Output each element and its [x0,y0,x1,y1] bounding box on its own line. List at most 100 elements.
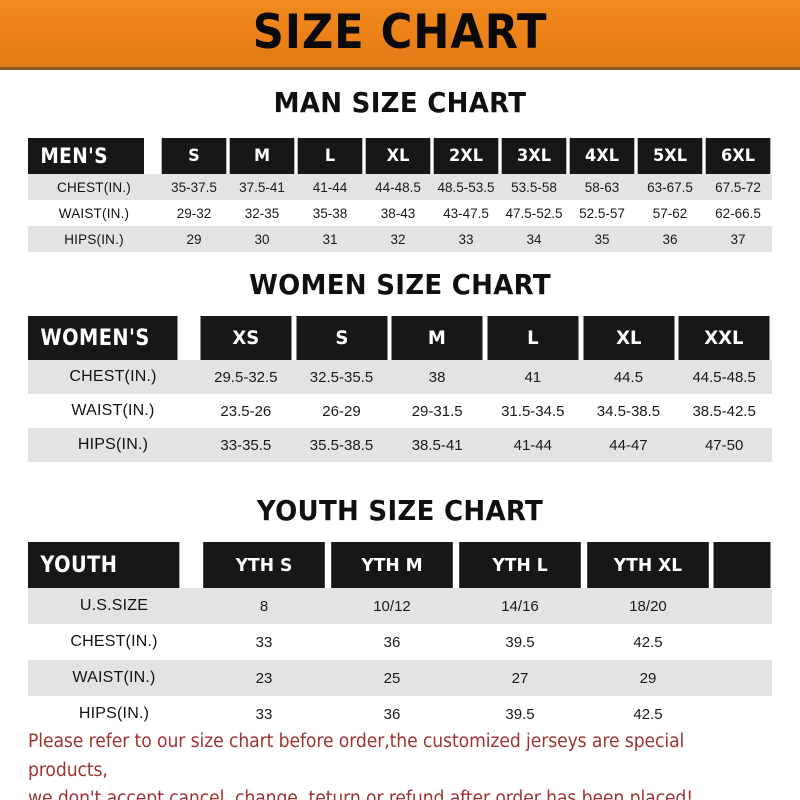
cell-chest-yth-s: 33 [200,624,328,660]
row-label-us-size: U.S.SIZE [28,588,200,624]
table-row: HIPS(IN.) 29 30 31 32 33 34 35 36 37 [28,226,772,252]
row-label-hips: HIPS(IN.) [28,226,160,252]
cell-waist-xl: 34.5-38.5 [580,394,677,428]
cell-hips-l: 31 [296,226,364,252]
table-row: CHEST(IN.) 33 36 39.5 42.5 [28,624,772,660]
table-header-row: MEN'S S M L XL 2XL 3XL 4XL 5XL 6XL [28,138,772,174]
table-row: CHEST(IN.) 29.5-32.5 32.5-35.5 38 41 44.… [28,360,772,394]
cell-waist-yth-xl: 29 [584,660,712,696]
cell-us-size-yth-l: 14/16 [456,588,584,624]
header-size-l: L [297,138,363,174]
cell-spacer [712,696,772,732]
row-label-waist: WAIST(IN.) [28,660,200,696]
header-size-yth-m: YTH M [331,542,453,588]
cell-waist-yth-l: 27 [456,660,584,696]
header-size-yth-l: YTH L [459,542,581,588]
footer-disclaimer: Please refer to our size chart before or… [28,728,727,800]
header-size-s: S [161,138,227,174]
table-row: WAIST(IN.) 23.5-26 26-29 29-31.5 31.5-34… [28,394,772,428]
cell-chest-m: 37.5-41 [228,174,296,200]
cell-hips-yth-xl: 42.5 [584,696,712,732]
header-size-4xl: 4XL [569,138,635,174]
cell-hips-xl: 44-47 [580,428,677,462]
cell-hips-l: 41-44 [484,428,581,462]
table-row: WAIST(IN.) 23 25 27 29 [28,660,772,696]
header-size-2xl: 2XL [433,138,499,174]
cell-hips-m: 30 [228,226,296,252]
cell-chest-xl: 44.5 [580,360,677,394]
youth-size-table: YOUTH YTH S YTH M YTH L YTH XL U.S.SIZE … [28,542,772,732]
cell-hips-xl: 32 [364,226,432,252]
cell-hips-yth-m: 36 [328,696,456,732]
cell-us-size-yth-s: 8 [200,588,328,624]
cell-chest-2xl: 48.5-53.5 [432,174,500,200]
cell-waist-xs: 23.5-26 [198,394,294,428]
cell-waist-2xl: 43-47.5 [432,200,500,226]
cell-spacer [712,588,772,624]
table-header-row: WOMEN'S XS S M L XL XXL [28,316,772,360]
cell-waist-3xl: 47.5-52.5 [500,200,568,226]
cell-chest-s: 32.5-35.5 [293,360,390,394]
cell-chest-xxl: 44.5-48.5 [676,360,772,394]
row-label-waist: WAIST(IN.) [28,200,160,226]
cell-chest-4xl: 58-63 [568,174,636,200]
cell-us-size-yth-xl: 18/20 [584,588,712,624]
header-size-xxl: XXL [678,316,770,360]
cell-hips-yth-s: 33 [200,696,328,732]
cell-waist-4xl: 52.5-57 [568,200,636,226]
header-size-s: S [296,316,387,360]
cell-chest-m: 38 [389,360,485,394]
header-corner-label: WOMEN'S [28,316,178,360]
row-label-hips: HIPS(IN.) [28,428,198,462]
header-size-xl: XL [583,316,674,360]
cell-chest-5xl: 63-67.5 [636,174,704,200]
table-row: HIPS(IN.) 33-35.5 35.5-38.5 38.5-41 41-4… [28,428,772,462]
youth-section-title: YOUTH SIZE CHART [256,494,544,527]
cell-spacer [712,660,772,696]
cell-waist-l: 35-38 [296,200,364,226]
header-spacer [713,542,771,588]
cell-hips-s: 35.5-38.5 [293,428,390,462]
cell-chest-3xl: 53.5-58 [500,174,568,200]
row-label-chest: CHEST(IN.) [28,360,198,394]
page-title: SIZE CHART [252,4,548,60]
cell-hips-3xl: 34 [500,226,568,252]
cell-spacer [712,624,772,660]
cell-chest-6xl: 67.5-72 [704,174,772,200]
cell-waist-6xl: 62-66.5 [704,200,772,226]
cell-hips-6xl: 37 [704,226,772,252]
cell-chest-l: 41-44 [296,174,364,200]
cell-chest-yth-m: 36 [328,624,456,660]
table-row: WAIST(IN.) 29-32 32-35 35-38 38-43 43-47… [28,200,772,226]
header-size-3xl: 3XL [501,138,567,174]
man-section-title: MAN SIZE CHART [273,86,527,119]
cell-chest-xs: 29.5-32.5 [198,360,294,394]
cell-waist-yth-m: 25 [328,660,456,696]
cell-waist-l: 31.5-34.5 [484,394,581,428]
header-size-l: L [487,316,579,360]
women-size-table: WOMEN'S XS S M L XL XXL CHEST(IN.) 29.5-… [28,316,772,462]
footer-line-2: we don't accept cancel, change, teturn o… [28,788,694,800]
cell-chest-xl: 44-48.5 [364,174,432,200]
cell-hips-xxl: 47-50 [676,428,772,462]
cell-waist-xxl: 38.5-42.5 [676,394,772,428]
row-label-hips: HIPS(IN.) [28,696,200,732]
cell-chest-yth-l: 39.5 [456,624,584,660]
cell-chest-l: 41 [484,360,581,394]
header-corner-label: YOUTH [28,542,180,588]
cell-waist-m: 29-31.5 [389,394,485,428]
header-corner-label: MEN'S [28,138,145,174]
table-row: U.S.SIZE 8 10/12 14/16 18/20 [28,588,772,624]
row-label-waist: WAIST(IN.) [28,394,198,428]
header-size-m: M [391,316,483,360]
header-size-yth-xl: YTH XL [587,542,709,588]
cell-hips-4xl: 35 [568,226,636,252]
cell-hips-yth-l: 39.5 [456,696,584,732]
cell-chest-s: 35-37.5 [160,174,228,200]
header-size-6xl: 6XL [705,138,771,174]
cell-us-size-yth-m: 10/12 [328,588,456,624]
header-size-xl: XL [365,138,431,174]
row-label-chest: CHEST(IN.) [28,624,200,660]
cell-waist-yth-s: 23 [200,660,328,696]
